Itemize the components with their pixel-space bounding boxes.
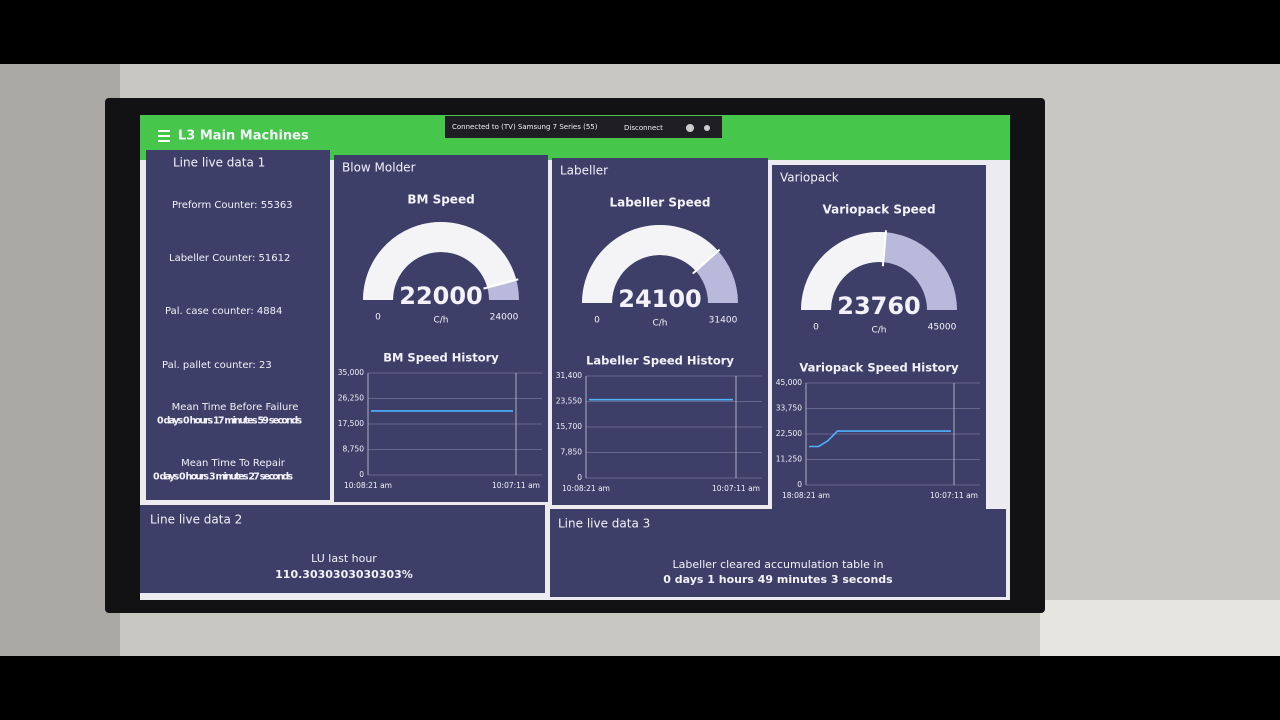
panel xyxy=(334,155,548,502)
gauge-max: 24000 xyxy=(490,313,519,323)
y-tick-label: 0 xyxy=(359,470,364,479)
counter: Pal. pallet counter: 23 xyxy=(162,360,272,371)
shelf xyxy=(1040,600,1280,656)
gauge-needle xyxy=(692,248,721,275)
panel xyxy=(550,509,1006,597)
gauge-needle xyxy=(881,230,888,267)
panel xyxy=(140,505,545,593)
mttr-value: 0 days 0 hours 3 minutes 27 seconds xyxy=(153,472,293,483)
gauge-unit: C/h xyxy=(433,316,448,326)
menu-line xyxy=(158,135,170,137)
gauge-fill xyxy=(363,222,517,300)
gauge-max: 31400 xyxy=(709,316,738,326)
y-tick-label: 11,250 xyxy=(776,455,802,464)
x-tick-label: 10:08:21 am xyxy=(344,481,392,490)
mttr-label: Mean Time To Repair xyxy=(181,458,286,469)
history-line xyxy=(809,430,951,448)
counter: Preform Counter: 55363 xyxy=(172,200,293,211)
y-tick-label: 45,000 xyxy=(776,378,802,387)
x-tick-label: 18:08:21 am xyxy=(782,491,830,500)
panel-title: Labeller xyxy=(560,164,608,178)
gauge-title: BM Speed xyxy=(407,193,474,207)
y-tick-label: 0 xyxy=(577,473,582,482)
metric-value: 0 days 1 hours 49 minutes 3 seconds xyxy=(663,573,893,586)
y-tick-label: 35,000 xyxy=(338,368,364,377)
gauge-title: Variopack Speed xyxy=(822,203,935,217)
chart-title: BM Speed History xyxy=(383,351,499,365)
menu-icon[interactable] xyxy=(158,130,170,142)
menu-line xyxy=(158,130,170,132)
cast-status: Connected to (TV) Samsung 7 Series (55) xyxy=(452,123,598,131)
panel-title: Blow Molder xyxy=(342,161,416,175)
gauge-min: 0 xyxy=(594,316,600,326)
gauge-min: 0 xyxy=(813,323,819,333)
x-tick-label: 10:07:11 am xyxy=(492,481,540,490)
gauge-max: 45000 xyxy=(928,323,957,333)
panel xyxy=(552,158,768,505)
cast-icon[interactable] xyxy=(686,124,694,132)
panel xyxy=(146,150,330,500)
gauge-fill xyxy=(582,225,719,303)
counter: Labeller Counter: 51612 xyxy=(169,253,290,264)
mtbf-value: 0 days 0 hours 17 minutes 59 seconds xyxy=(157,416,302,427)
gauge-value: 24100 xyxy=(618,285,702,313)
y-tick-label: 7,850 xyxy=(561,448,583,457)
gauge-fill xyxy=(801,231,886,310)
y-tick-label: 17,500 xyxy=(338,419,364,428)
header-title: L3 Main Machines xyxy=(178,129,309,144)
gauge-value: 23760 xyxy=(837,292,921,320)
gauge-unit: C/h xyxy=(871,326,886,336)
gauge-title: Labeller Speed xyxy=(609,196,710,210)
chart-title: Labeller Speed History xyxy=(586,354,734,368)
metric-label: LU last hour xyxy=(311,552,377,565)
gauge-unit: C/h xyxy=(652,319,667,329)
panel-title: Line live data 3 xyxy=(558,517,650,531)
gauge-needle xyxy=(483,278,519,290)
gauge-min: 0 xyxy=(375,313,381,323)
chart-title: Variopack Speed History xyxy=(799,361,959,375)
x-tick-label: 10:07:11 am xyxy=(712,484,760,493)
y-tick-label: 15,700 xyxy=(556,422,582,431)
cast-disconnect[interactable]: Disconnect xyxy=(624,124,663,132)
y-tick-label: 0 xyxy=(797,480,802,489)
gauge-value: 22000 xyxy=(399,282,483,310)
y-tick-label: 26,250 xyxy=(338,394,364,403)
y-tick-label: 22,500 xyxy=(776,429,802,438)
mtbf-label: Mean Time Before Failure xyxy=(172,402,299,413)
panel-title: Variopack xyxy=(780,171,839,185)
y-tick-label: 31,400 xyxy=(556,371,582,380)
panel-title: Line live data 2 xyxy=(150,513,242,527)
cast-bar xyxy=(445,116,722,138)
pin-icon[interactable] xyxy=(704,125,710,131)
panel-title: Line live data 1 xyxy=(173,156,265,170)
x-tick-label: 10:08:21 am xyxy=(562,484,610,493)
menu-line xyxy=(158,140,170,142)
metric-label: Labeller cleared accumulation table in xyxy=(673,558,884,571)
wall-corner xyxy=(0,64,120,656)
counter: Pal. case counter: 4884 xyxy=(165,306,282,317)
x-tick-label: 10:07:11 am xyxy=(930,491,978,500)
metric-value: 110.3030303030303% xyxy=(275,568,413,581)
panel xyxy=(772,165,986,510)
y-tick-label: 33,750 xyxy=(776,404,802,413)
y-tick-label: 23,550 xyxy=(556,397,582,406)
y-tick-label: 8,750 xyxy=(343,445,365,454)
